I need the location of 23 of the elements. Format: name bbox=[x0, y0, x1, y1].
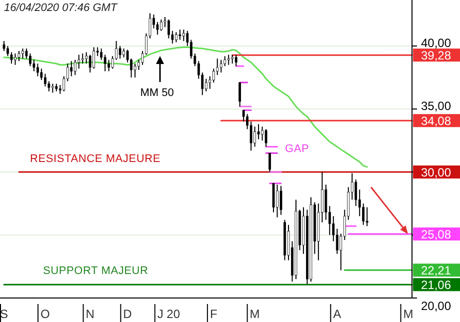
x-tick-label: N bbox=[86, 307, 94, 321]
y-tick-label: 35,00 bbox=[420, 98, 452, 113]
y-tick-label: 20,00 bbox=[420, 299, 452, 313]
annotation: RESISTANCE MAJEURE bbox=[30, 153, 160, 165]
chart-title: 16/04/2020 07:46 GMT bbox=[4, 2, 118, 14]
x-tick-label: J 20 bbox=[157, 307, 180, 321]
x-tick-label: D bbox=[123, 307, 132, 321]
data-label: 39,28 bbox=[420, 48, 452, 63]
annotation: MM 50 bbox=[140, 87, 174, 99]
x-tick-label: A bbox=[333, 307, 342, 321]
x-tick-label: M bbox=[250, 307, 260, 321]
x-tick-label: M bbox=[403, 307, 414, 321]
data-label: 34,08 bbox=[420, 114, 452, 128]
data-label: 25,08 bbox=[420, 227, 452, 242]
data-label: 30,00 bbox=[420, 165, 452, 180]
y-tick-label: 40,00 bbox=[420, 36, 452, 50]
data-label: 22,21 bbox=[420, 264, 452, 278]
x-tick-label: O bbox=[40, 307, 50, 321]
annotation: GAP bbox=[285, 143, 310, 155]
data-label: 21,06 bbox=[420, 278, 452, 292]
x-tick-label: F bbox=[210, 307, 218, 321]
annotation: SUPPORT MAJEUR bbox=[43, 265, 148, 277]
x-tick-label: S bbox=[0, 307, 8, 321]
